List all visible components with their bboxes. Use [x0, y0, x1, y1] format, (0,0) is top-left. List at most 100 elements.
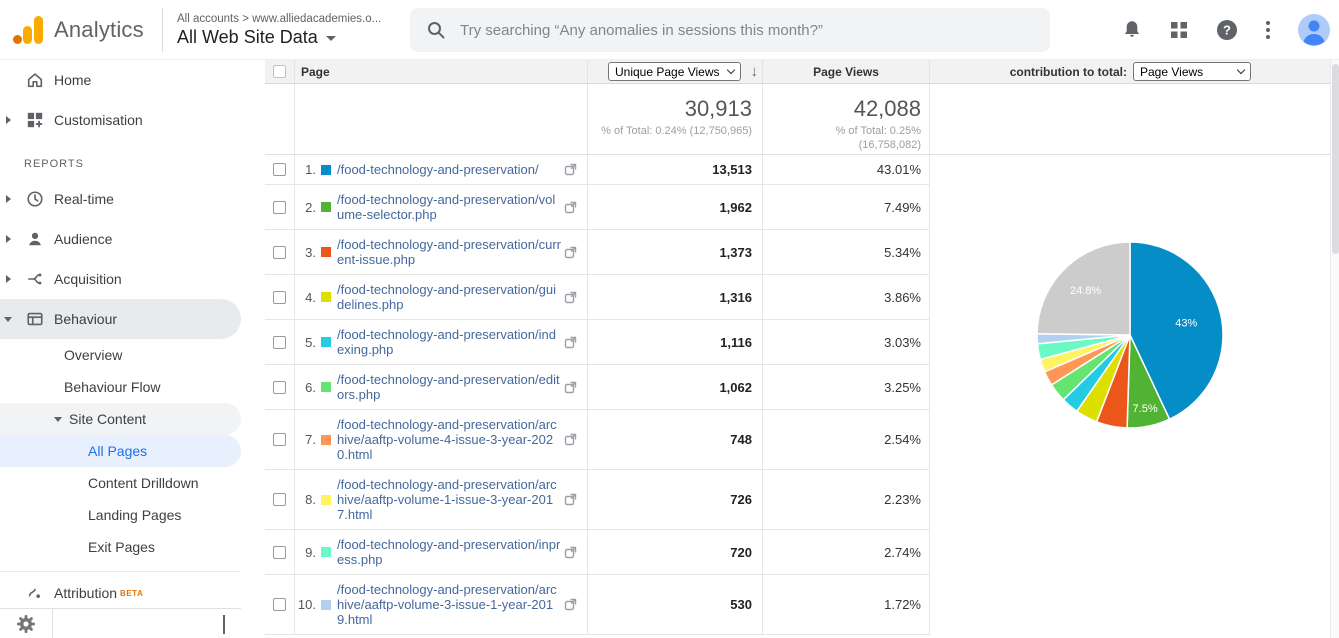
scrollbar-thumb[interactable]: [1332, 64, 1339, 254]
row-checkbox[interactable]: [273, 200, 286, 214]
analytics-logo[interactable]: Analytics: [0, 13, 162, 47]
expand-arrow-icon: [5, 235, 11, 243]
sidebar-item-behaviour[interactable]: Behaviour: [0, 299, 241, 339]
sidebar-item-label: Overview: [64, 347, 123, 363]
more-menu-icon[interactable]: [1265, 18, 1271, 42]
unique-pageviews-value: 13,513: [712, 162, 752, 177]
sidebar-item-audience[interactable]: Audience: [0, 219, 241, 259]
sidebar-item-home[interactable]: Home: [0, 60, 241, 100]
table-row: 3. /food-technology-and-preservation/cur…: [265, 230, 930, 275]
sort-descending-icon[interactable]: ↓: [750, 63, 759, 80]
settings-gear-icon[interactable]: [0, 608, 53, 638]
sidebar-item-content-drilldown[interactable]: Content Drilldown: [0, 467, 241, 499]
page-link[interactable]: /food-technology-and-preservation/: [337, 162, 539, 177]
notifications-bell-icon[interactable]: [1121, 19, 1143, 41]
sidebar-item-all-pages[interactable]: All Pages: [0, 435, 241, 467]
open-in-new-icon[interactable]: [564, 201, 577, 214]
sidebar-item-realtime[interactable]: Real-time: [0, 179, 241, 219]
page-link[interactable]: /food-technology-and-preservation/inpres…: [337, 537, 561, 567]
row-rank: 5.: [305, 334, 316, 350]
open-in-new-icon[interactable]: [564, 336, 577, 349]
help-icon[interactable]: ?: [1215, 18, 1239, 42]
search-input[interactable]: [460, 21, 1034, 39]
page-link[interactable]: /food-technology-and-preservation/archiv…: [337, 477, 557, 522]
sidebar-item-overview[interactable]: Overview: [0, 339, 241, 371]
page-link[interactable]: /food-technology-and-preservation/archiv…: [337, 582, 557, 627]
contribution-select[interactable]: Page Views: [1133, 62, 1251, 81]
row-checkbox[interactable]: [273, 163, 286, 176]
view-selector[interactable]: All Web Site Data: [177, 27, 381, 48]
page-link[interactable]: /food-technology-and-preservation/guidel…: [337, 282, 556, 312]
page-link[interactable]: /food-technology-and-preservation/archiv…: [337, 417, 557, 462]
unique-pageviews-value: 1,316: [719, 289, 752, 305]
sidebar-item-behaviour-flow[interactable]: Behaviour Flow: [0, 371, 241, 403]
sidebar-item-exit-pages[interactable]: Exit Pages: [0, 531, 241, 563]
metric-select[interactable]: Unique Page Views: [607, 62, 741, 81]
pie-slice-label: 7.5%: [1133, 403, 1158, 415]
pie-slice[interactable]: [1036, 241, 1131, 336]
analytics-logo-icon: [13, 15, 43, 44]
breadcrumb[interactable]: All accounts > www.alliedacademies.o...: [177, 12, 382, 25]
page-link[interactable]: /food-technology-and-preservation/editor…: [337, 372, 560, 402]
column-header-page[interactable]: Page: [295, 60, 588, 83]
sidebar-item-label: Audience: [54, 231, 113, 247]
pageviews-percent-value: 5.34%: [884, 244, 921, 260]
page-link[interactable]: /food-technology-and-preservation/indexi…: [337, 327, 556, 357]
sidebar-item-label: Content Drilldown: [88, 475, 199, 491]
series-color-swatch: [321, 247, 331, 257]
row-checkbox[interactable]: [273, 290, 286, 304]
sidebar-item-label: Home: [54, 72, 92, 88]
sidebar-item-site-content[interactable]: Site Content: [0, 403, 241, 435]
row-checkbox[interactable]: [273, 598, 286, 611]
open-in-new-icon[interactable]: [564, 246, 577, 259]
sidebar-item-acquisition[interactable]: Acquisition: [0, 259, 241, 299]
row-rank: 7.: [305, 432, 316, 447]
page-link[interactable]: /food-technology-and-preservation/curren…: [337, 237, 562, 267]
open-in-new-icon[interactable]: [564, 546, 577, 559]
sidebar-item-label: Acquisition: [54, 271, 122, 287]
row-checkbox[interactable]: [273, 545, 286, 559]
pie-slice[interactable]: [1129, 241, 1224, 421]
unique-pageviews-percent-of-total: % of Total: 0.24% (12,750,965): [601, 125, 752, 137]
table-row: 2. /food-technology-and-preservation/vol…: [265, 185, 930, 230]
vertical-scrollbar[interactable]: [1330, 60, 1339, 638]
unique-pageviews-value: 1,962: [719, 199, 752, 215]
unique-pageviews-value: 720: [730, 544, 752, 560]
table-row: 9. /food-technology-and-preservation/inp…: [265, 530, 930, 575]
unique-pageviews-value: 1,373: [719, 244, 752, 260]
sidebar-divider: [0, 571, 241, 572]
column-header-page-views[interactable]: Page Views: [763, 60, 930, 83]
row-checkbox[interactable]: [273, 493, 286, 506]
row-checkbox[interactable]: [273, 245, 286, 259]
open-in-new-icon[interactable]: [564, 433, 577, 446]
contribution-pie-chart[interactable]: 43% 7.5% 24.8%: [930, 155, 1330, 535]
open-in-new-icon[interactable]: [564, 493, 577, 506]
collapse-sidebar-icon[interactable]: [223, 614, 225, 634]
pageviews-percent-value: 43.01%: [876, 162, 921, 177]
collapse-arrow-icon: [4, 316, 12, 322]
row-checkbox[interactable]: [273, 433, 286, 446]
open-in-new-icon[interactable]: [564, 381, 577, 394]
totals-row: 30,913 % of Total: 0.24% (12,750,965) 42…: [265, 84, 930, 155]
apps-grid-icon[interactable]: [1169, 20, 1189, 40]
open-in-new-icon[interactable]: [564, 163, 577, 176]
view-name: All Web Site Data: [177, 26, 318, 47]
sidebar-item-landing-pages[interactable]: Landing Pages: [0, 499, 241, 531]
page-link[interactable]: /food-technology-and-preservation/volume…: [337, 192, 556, 222]
table-row: 1. /food-technology-and-preservation/ 13…: [265, 155, 930, 185]
row-checkbox[interactable]: [273, 380, 286, 394]
sidebar-item-attribution[interactable]: Attribution BETA: [0, 576, 241, 610]
sidebar-item-label: Real-time: [54, 191, 114, 207]
pageviews-percent-value: 1.72%: [884, 597, 921, 612]
avatar[interactable]: [1297, 13, 1331, 47]
open-in-new-icon[interactable]: [564, 598, 577, 611]
sidebar-item-label: Landing Pages: [88, 507, 182, 523]
search-bar[interactable]: [410, 8, 1050, 52]
row-checkbox[interactable]: [273, 335, 286, 349]
sidebar-item-customisation[interactable]: Customisation: [0, 100, 241, 140]
table-row: 10. /food-technology-and-preservation/ar…: [265, 575, 930, 635]
select-all-checkbox[interactable]: [273, 65, 286, 78]
series-color-swatch: [321, 382, 331, 392]
chevron-down-icon: [325, 35, 336, 41]
open-in-new-icon[interactable]: [564, 291, 577, 304]
